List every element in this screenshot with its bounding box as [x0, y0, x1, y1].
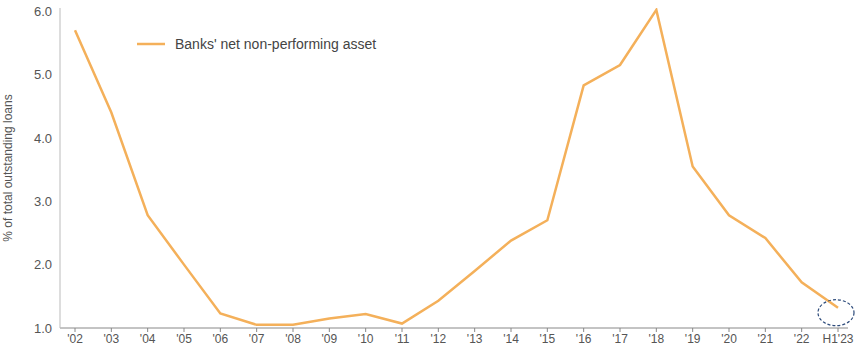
svg-text:'04: '04 [140, 332, 156, 346]
svg-text:1.0: 1.0 [34, 321, 52, 336]
svg-text:3.0: 3.0 [34, 194, 52, 209]
svg-text:'02: '02 [67, 332, 83, 346]
svg-text:'16: '16 [576, 332, 592, 346]
svg-text:'08: '08 [285, 332, 301, 346]
svg-text:'20: '20 [721, 332, 737, 346]
svg-text:'11: '11 [395, 332, 410, 346]
svg-text:6.0: 6.0 [34, 4, 52, 19]
html-text:Banks' net non-performing asse: Banks' net non-performing asset [175, 36, 377, 52]
svg-text:'15: '15 [540, 332, 556, 346]
svg-text:'12: '12 [431, 332, 447, 346]
svg-text:% of total outstanding loans: % of total outstanding loans [8, 94, 15, 241]
svg-text:5.0: 5.0 [34, 67, 52, 82]
svg-text:'17: '17 [612, 332, 628, 346]
svg-text:'06: '06 [213, 332, 229, 346]
svg-text:'07: '07 [249, 332, 265, 346]
svg-text:'05: '05 [176, 332, 192, 346]
svg-text:'18: '18 [649, 332, 665, 346]
svg-text:'03: '03 [104, 332, 120, 346]
svg-text:'22: '22 [794, 332, 810, 346]
svg-text:'13: '13 [467, 332, 483, 346]
svg-text:'14: '14 [503, 332, 519, 346]
svg-text:H1'23: H1'23 [823, 332, 847, 346]
svg-text:4.0: 4.0 [34, 131, 52, 146]
svg-text:'10: '10 [358, 332, 374, 346]
svg-text:'21: '21 [758, 332, 774, 346]
svg-text:'09: '09 [322, 332, 338, 346]
svg-text:2.0: 2.0 [34, 257, 52, 272]
svg-text:'19: '19 [685, 332, 701, 346]
